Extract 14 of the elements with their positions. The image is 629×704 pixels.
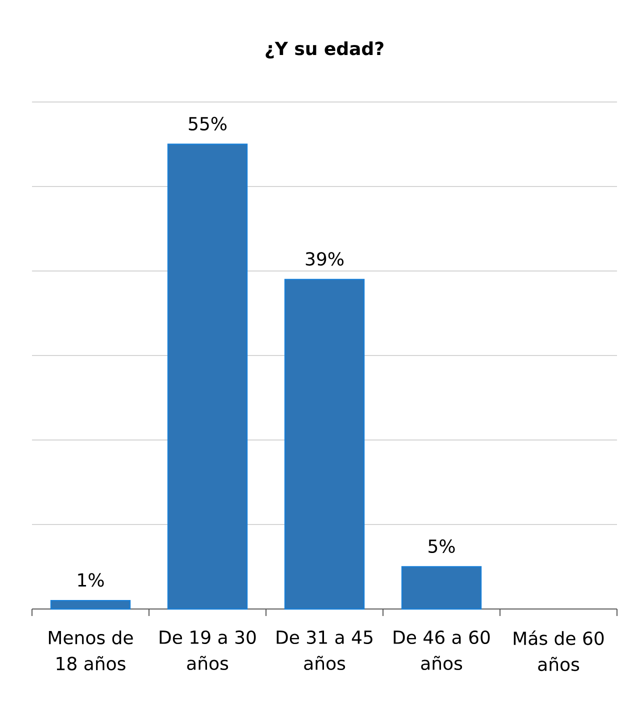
- chart-title: ¿Y su edad?: [266, 41, 384, 59]
- x-tick-label: Menos de 18 años: [48, 630, 133, 670]
- bar: [50, 600, 131, 610]
- x-tick-label: De 31 a 45 años: [276, 630, 372, 670]
- bar: [401, 566, 482, 610]
- bar: [167, 144, 248, 610]
- data-label: 1%: [78, 573, 104, 587]
- x-tick-label: Más de 60 años: [514, 630, 604, 672]
- data-label: 39%: [306, 252, 344, 266]
- data-label: 55%: [188, 116, 226, 130]
- x-tick-label: De 46 a 60 años: [394, 630, 490, 670]
- bar: [284, 278, 365, 610]
- x-tick-label: De 19 a 30 años: [160, 630, 256, 670]
- data-label: 5%: [428, 539, 455, 553]
